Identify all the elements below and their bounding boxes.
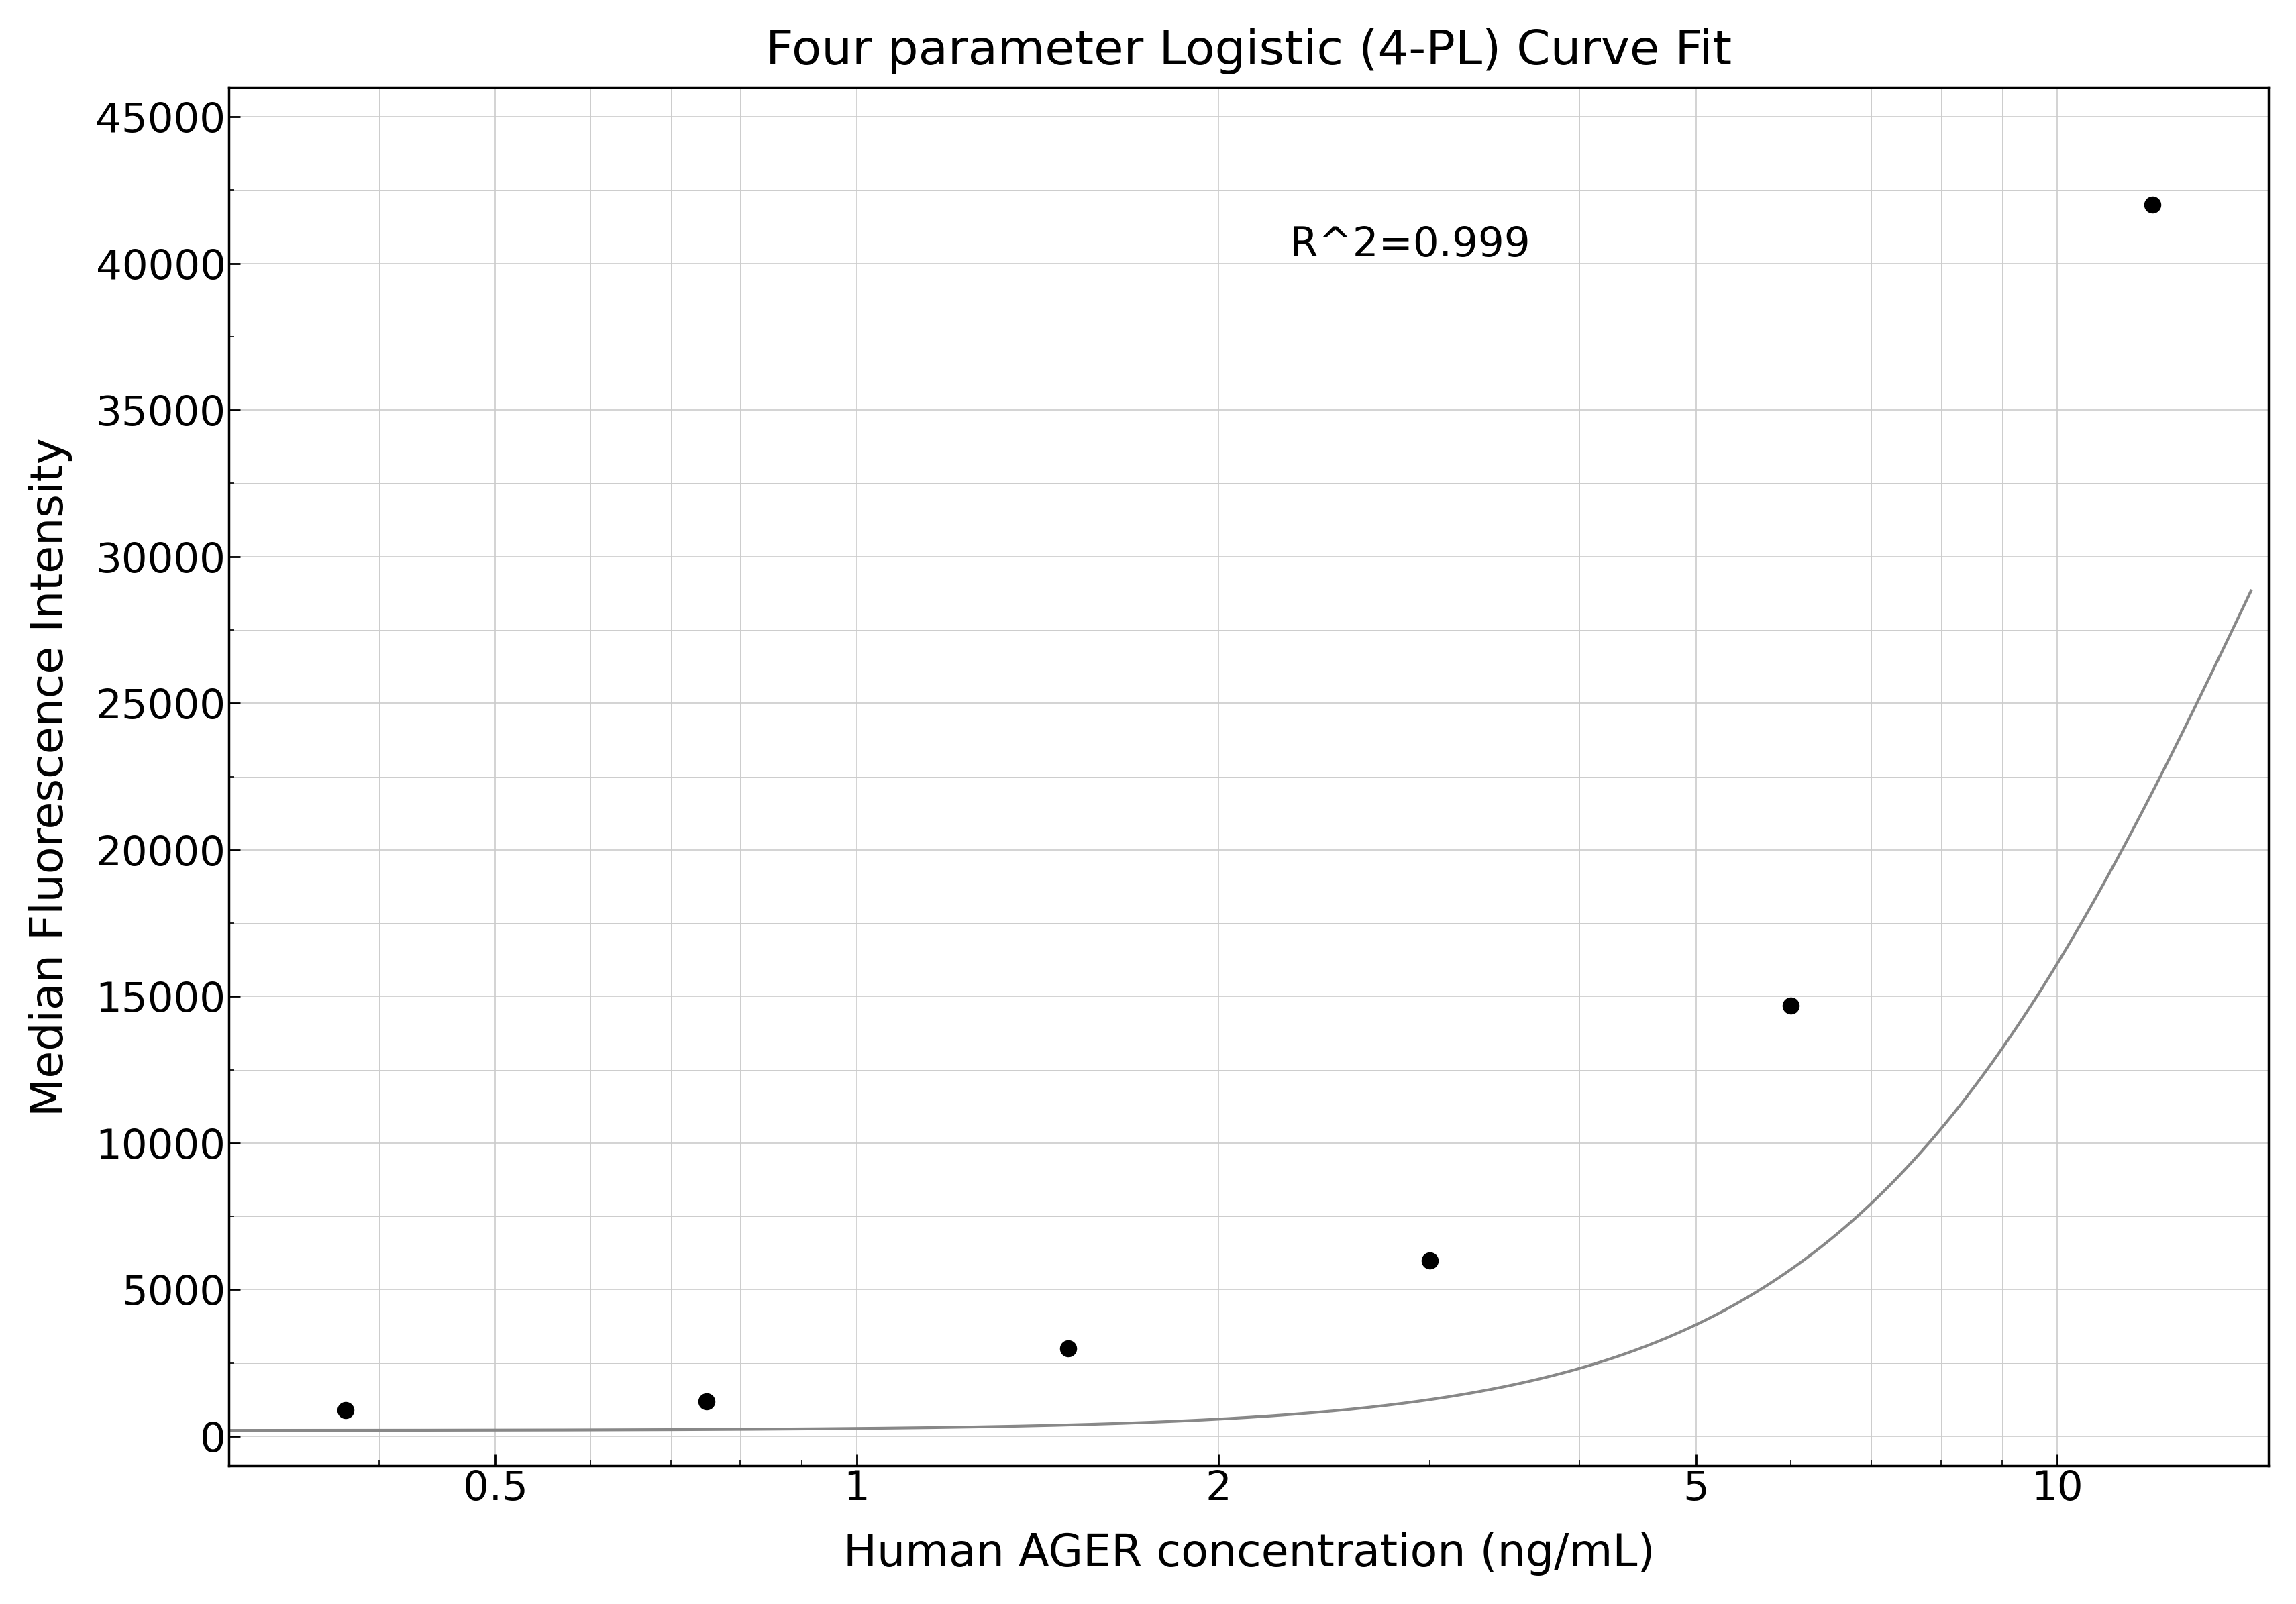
Point [326,1397,363,1423]
Point [1773,993,1809,1019]
Title: Four parameter Logistic (4-PL) Curve Fit: Four parameter Logistic (4-PL) Curve Fit [765,27,1731,74]
Point [2133,192,2170,218]
Y-axis label: Median Fluorescence Intensity: Median Fluorescence Intensity [28,438,71,1116]
Point [1049,1336,1086,1362]
Point [689,1389,726,1415]
X-axis label: Human AGER concentration (ng/mL): Human AGER concentration (ng/mL) [843,1532,1653,1577]
Text: R^2=0.999: R^2=0.999 [1290,225,1529,265]
Point [1410,1248,1446,1274]
